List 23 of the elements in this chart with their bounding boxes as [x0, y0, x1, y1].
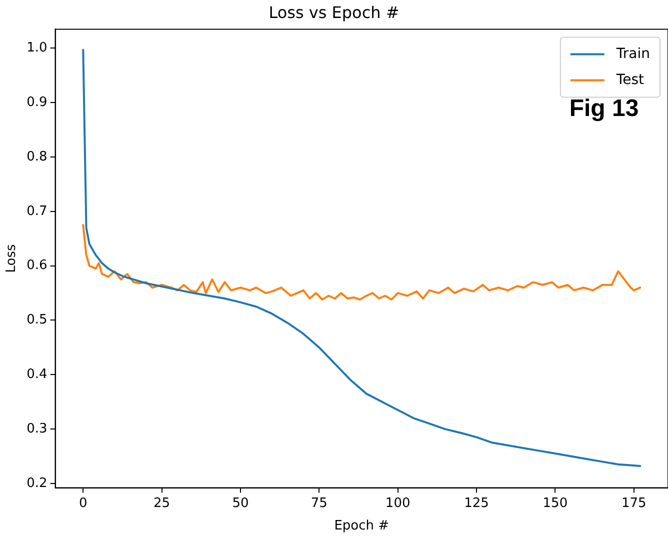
- x-tick-label: 125: [464, 496, 489, 511]
- x-tick-label: 100: [385, 496, 410, 511]
- y-tick-label: 0.3: [26, 421, 48, 436]
- x-tick-label: 0: [78, 496, 88, 511]
- x-tick-label: 75: [310, 496, 328, 511]
- x-axis-title: Epoch #: [334, 518, 390, 534]
- y-tick-label: 0.9: [26, 95, 48, 110]
- legend-label: Train: [615, 46, 650, 62]
- y-tick-label: 0.6: [26, 258, 48, 274]
- y-axis-title: Loss: [4, 244, 20, 273]
- x-tick-label: 175: [621, 496, 646, 511]
- chart-title: Loss vs Epoch #: [268, 2, 400, 22]
- y-tick-label: 0.4: [26, 367, 48, 382]
- y-tick-label: 0.7: [26, 204, 48, 219]
- y-tick-label: 0.2: [26, 476, 48, 491]
- y-tick-label: 0.8: [26, 149, 48, 164]
- legend-label: Test: [615, 72, 644, 88]
- annotation: Fig 13: [569, 94, 639, 122]
- x-tick-label: 50: [232, 496, 249, 511]
- x-tick-label: 150: [542, 496, 568, 511]
- y-tick-label: 1.0: [26, 40, 48, 56]
- x-tick-label: 25: [154, 496, 170, 511]
- y-tick-label: 0.5: [26, 312, 48, 328]
